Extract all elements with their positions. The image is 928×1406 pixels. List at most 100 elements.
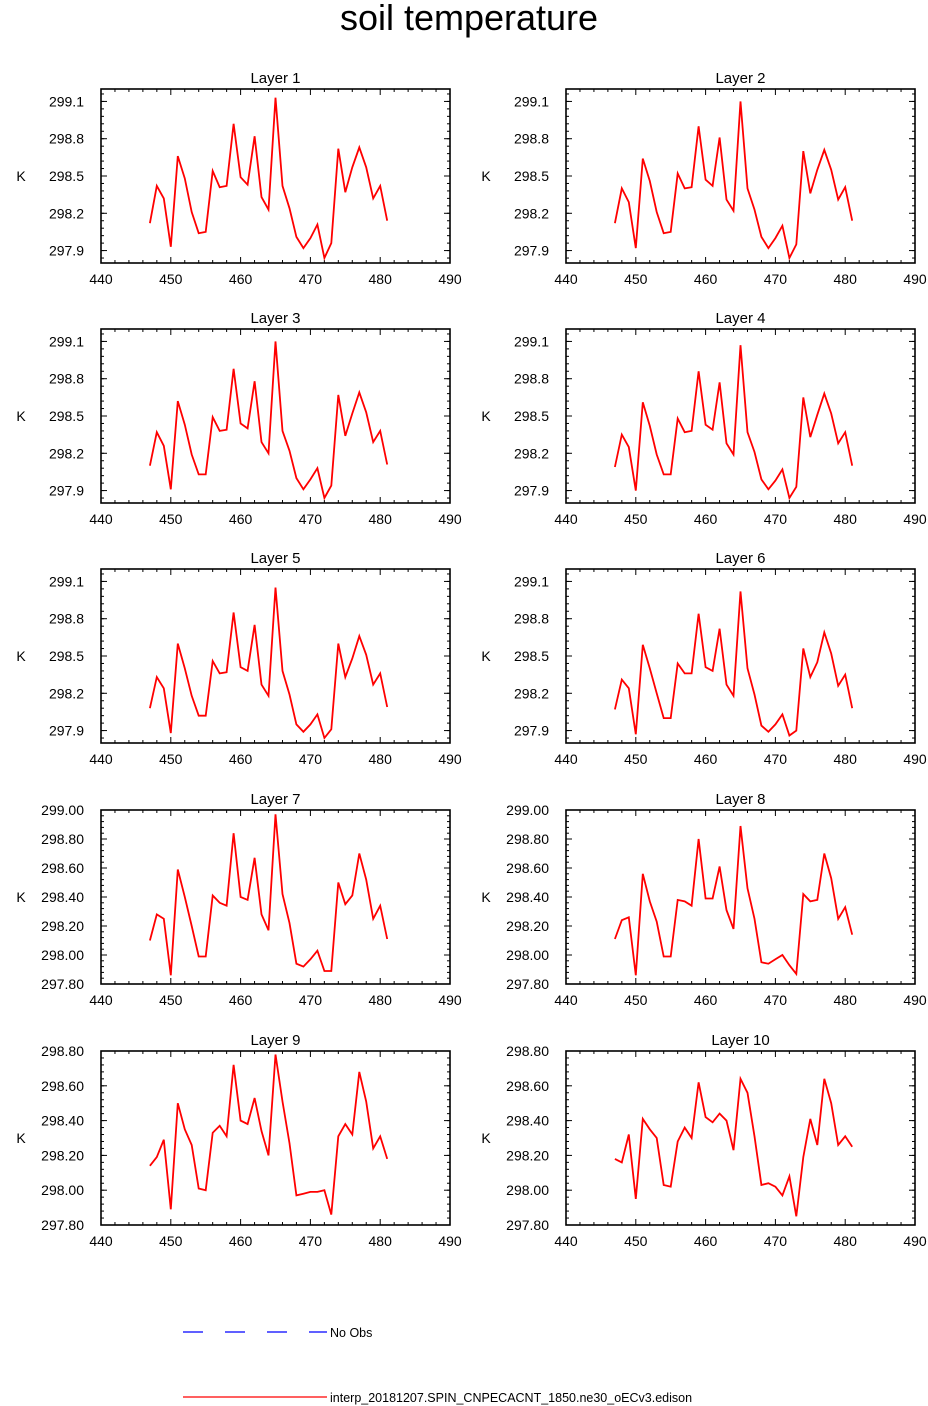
y-tick-label: 298.00 [506, 1182, 549, 1198]
y-tick-label: 298.8 [514, 611, 549, 627]
x-tick-label: 450 [624, 1233, 648, 1249]
plot-frame [565, 1050, 916, 1226]
panel-layer-4: Layer 4 440 450 460 470 480 490 297.9 298.2 298.5… [481, 310, 927, 527]
y-tick-label: 298.80 [506, 1043, 549, 1059]
y-tick-label: 298.20 [41, 1147, 84, 1163]
x-tick-label: 450 [159, 271, 183, 287]
plot-frame [100, 328, 451, 504]
x-tick-label: 470 [299, 271, 323, 287]
y-tick-label: 297.80 [506, 1217, 549, 1233]
panel-layer-7: Layer 7 440 450 460 470 480 490 297.80 298.00 298… [16, 791, 462, 1008]
y-tick-label: 298.5 [49, 408, 84, 424]
x-tick-label: 480 [369, 1233, 393, 1249]
x-tick-label: 460 [694, 751, 718, 767]
y-tick-label: 298.80 [41, 831, 84, 847]
y-axis-label: K [481, 648, 491, 664]
x-tick-label: 450 [624, 751, 648, 767]
y-tick-label: 298.60 [506, 1078, 549, 1094]
x-tick-label: 480 [834, 511, 858, 527]
x-tick-label: 450 [624, 992, 648, 1008]
y-axis-label: K [16, 1130, 26, 1146]
y-tick-label: 298.40 [506, 889, 549, 905]
y-axis-label: K [16, 168, 26, 184]
x-tick-label: 490 [903, 271, 927, 287]
panel-layer-5: Layer 5 440 450 460 470 480 490 297.9 298.2 298.5… [16, 550, 462, 767]
y-tick-label: 299.00 [506, 802, 549, 818]
series-line-layer-7 [149, 814, 389, 976]
series-line-layer-3 [149, 341, 389, 501]
y-tick-label: 298.2 [49, 445, 84, 461]
legend-label-no-obs: No Obs [330, 1326, 372, 1340]
panel-layer-9: Layer 9 440 450 460 470 480 490 297.80 298.00 298… [16, 1032, 462, 1249]
x-tick-label: 460 [229, 751, 253, 767]
x-tick-label: 470 [764, 992, 788, 1008]
y-tick-label: 297.9 [514, 243, 549, 259]
legend-label-model: interp_20181207.SPIN_CNPECACNT_1850.ne30… [330, 1391, 692, 1405]
x-tick-label: 450 [159, 992, 183, 1008]
x-tick-label: 470 [764, 511, 788, 527]
x-tick-label: 480 [369, 271, 393, 287]
panel-layer-2: Layer 2 440 450 460 470 480 490 297.9 298.2 298.5… [481, 70, 927, 287]
panel-title-layer-5: Layer 5 [250, 550, 300, 567]
y-tick-label: 297.9 [49, 723, 84, 739]
y-tick-label: 297.9 [514, 723, 549, 739]
x-tick-label: 490 [438, 751, 462, 767]
x-tick-label: 440 [554, 511, 578, 527]
y-tick-label: 299.1 [49, 93, 84, 109]
x-tick-label: 440 [554, 271, 578, 287]
y-tick-label: 298.5 [49, 648, 84, 664]
y-axis-label: K [16, 648, 26, 664]
x-tick-label: 440 [554, 992, 578, 1008]
x-tick-label: 480 [834, 1233, 858, 1249]
x-tick-label: 470 [299, 1233, 323, 1249]
y-tick-label: 299.00 [41, 802, 84, 818]
x-tick-label: 470 [764, 271, 788, 287]
x-tick-label: 460 [229, 271, 253, 287]
y-tick-label: 299.1 [49, 333, 84, 349]
y-tick-label: 298.00 [41, 1182, 84, 1198]
x-tick-label: 440 [89, 751, 113, 767]
x-tick-label: 460 [694, 992, 718, 1008]
plot-frame [100, 568, 451, 744]
series-line-layer-2 [614, 101, 854, 261]
x-tick-label: 460 [229, 1233, 253, 1249]
x-tick-label: 480 [369, 511, 393, 527]
plot-frame [565, 88, 916, 264]
y-tick-label: 299.1 [514, 573, 549, 589]
x-tick-label: 450 [624, 511, 648, 527]
series-line-layer-8 [614, 825, 854, 977]
y-tick-label: 297.9 [49, 243, 84, 259]
panel-title-layer-7: Layer 7 [250, 791, 300, 808]
x-tick-label: 460 [694, 271, 718, 287]
plot-frame [100, 88, 451, 264]
x-tick-label: 490 [903, 511, 927, 527]
x-tick-label: 440 [554, 1233, 578, 1249]
y-tick-label: 298.8 [49, 611, 84, 627]
legend: No Obs interp_20181207.SPIN_CNPECACNT_18… [183, 1326, 692, 1405]
plot-frame [100, 1050, 451, 1226]
y-tick-label: 298.8 [514, 371, 549, 387]
y-tick-label: 298.60 [41, 860, 84, 876]
series-line-layer-5 [149, 587, 389, 740]
x-tick-label: 470 [299, 511, 323, 527]
x-tick-label: 450 [159, 511, 183, 527]
panel-title-layer-3: Layer 3 [250, 310, 300, 327]
x-tick-label: 470 [764, 1233, 788, 1249]
y-tick-label: 297.80 [506, 976, 549, 992]
y-tick-label: 298.80 [506, 831, 549, 847]
series-line-layer-6 [614, 591, 854, 737]
y-tick-label: 298.5 [514, 408, 549, 424]
y-tick-label: 298.60 [506, 860, 549, 876]
plot-frame [565, 568, 916, 744]
x-tick-label: 460 [694, 1233, 718, 1249]
panel-title-layer-9: Layer 9 [250, 1032, 300, 1049]
panel-title-layer-10: Layer 10 [711, 1032, 769, 1049]
panel-layer-6: Layer 6 440 450 460 470 480 490 297.9 298.2 298.5… [481, 550, 927, 767]
y-tick-label: 298.40 [506, 1113, 549, 1129]
y-tick-label: 298.2 [49, 685, 84, 701]
y-tick-label: 299.1 [49, 573, 84, 589]
x-tick-label: 490 [438, 992, 462, 1008]
y-tick-label: 298.40 [41, 889, 84, 905]
panel-layer-8: Layer 8 440 450 460 470 480 490 297.80 298.00 298… [481, 791, 927, 1008]
